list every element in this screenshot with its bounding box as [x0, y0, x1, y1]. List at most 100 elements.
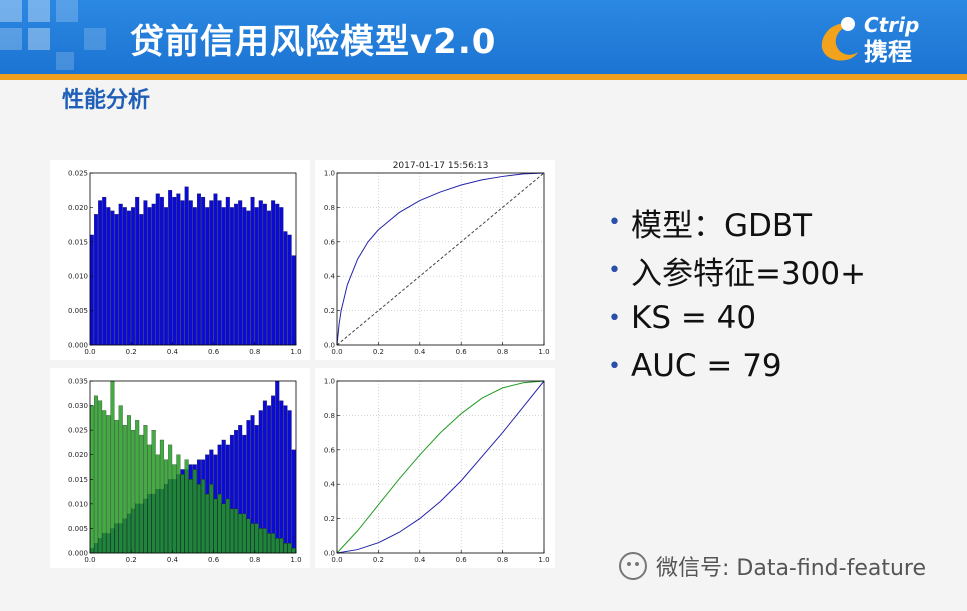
- histogram-bar: [143, 200, 148, 346]
- histogram-bar: [151, 430, 156, 554]
- histogram-bar: [139, 434, 144, 554]
- histogram-bar: [159, 439, 164, 554]
- logo-brand: Ctrip: [864, 13, 919, 37]
- histogram-bar: [139, 214, 144, 346]
- histogram-bar: [176, 193, 181, 346]
- curve-line: [336, 380, 545, 554]
- histogram-bar: [114, 214, 119, 346]
- histogram-bar: [234, 508, 239, 554]
- bullet-dot-icon: •: [608, 257, 621, 283]
- x-tick-label: 0.6: [456, 556, 468, 564]
- histogram-bar: [192, 207, 197, 346]
- diagonal-reference-line: [336, 172, 545, 346]
- histogram-bar: [238, 200, 243, 346]
- histogram-bar: [102, 410, 107, 554]
- histogram-bar: [229, 508, 234, 554]
- x-tick-label: 0.0: [331, 348, 342, 356]
- histogram-bar: [271, 395, 276, 554]
- bullet-list: • 模型：GDBT • 入参特征=300+ • KS = 40 • AUC = 79: [608, 198, 866, 390]
- histogram-bar: [98, 200, 103, 346]
- histogram-bar: [234, 203, 239, 346]
- histogram-bar: [221, 207, 226, 346]
- y-tick-label: 0.6: [324, 446, 336, 454]
- histogram-bar: [271, 200, 276, 346]
- histogram-chart-bottom: 0.0 0.2 0.4 0.6 0.8 1.0 0.000 0.005 0.010 0.015 0.…: [50, 368, 310, 568]
- bullet-dot-icon: •: [608, 353, 621, 379]
- histogram-bar: [180, 474, 185, 554]
- bullet-item-features: • 入参特征=300+: [608, 255, 867, 292]
- wechat-icon: [619, 552, 647, 580]
- bullet-dot-icon: •: [608, 305, 621, 331]
- histogram-bar: [279, 207, 284, 346]
- x-tick-label: 1.0: [290, 556, 301, 564]
- histogram-bar: [209, 200, 214, 346]
- histogram-bar: [254, 207, 259, 346]
- curve-line: [336, 172, 545, 346]
- histogram-bar: [242, 513, 247, 554]
- histogram-bar: [122, 425, 127, 554]
- histogram-chart-top: 0.0 0.2 0.4 0.6 0.8 1.0 0.000 0.005 0.010 0.015 0.…: [50, 160, 310, 360]
- section-subtitle: 性能分析: [62, 88, 151, 113]
- histogram-bar: [267, 405, 272, 554]
- x-tick-label: 0.2: [126, 556, 137, 564]
- histogram-bar: [238, 513, 243, 554]
- histogram-bar: [89, 234, 94, 346]
- histogram-bar: [168, 190, 173, 346]
- x-tick-label: 0.4: [414, 348, 426, 356]
- histogram-bar: [275, 538, 280, 554]
- histogram-bar: [279, 538, 284, 554]
- histogram-bar: [250, 196, 255, 346]
- histogram-bar: [291, 547, 296, 554]
- histogram-bar: [205, 493, 210, 554]
- bullet-item-auc: • AUC = 79: [608, 348, 782, 384]
- y-tick-label: 0.025: [68, 170, 88, 178]
- histogram-bar: [159, 196, 164, 346]
- histogram-bar: [262, 528, 267, 554]
- histogram-bar: [246, 210, 251, 346]
- histogram-bar: [98, 400, 103, 554]
- y-tick-label: 0.2: [324, 307, 335, 315]
- histogram-bar: [164, 207, 169, 346]
- y-tick-label: 0.020: [68, 204, 88, 212]
- histogram-bar: [283, 543, 288, 554]
- lift-curve-chart: 0.0 0.2 0.4 0.6 0.8 1.0 0.0 0.2 0.4 0.6 0.8 1.0: [315, 368, 555, 568]
- x-tick-label: 0.2: [373, 348, 384, 356]
- histogram-bar: [217, 493, 222, 554]
- x-tick-label: 0.6: [456, 348, 468, 356]
- histogram-bar: [283, 231, 288, 346]
- x-tick-label: 0.2: [126, 348, 137, 356]
- x-tick-label: 0.0: [331, 556, 342, 564]
- histogram-bar: [287, 410, 292, 554]
- histogram-bar: [93, 214, 98, 346]
- y-tick-label: 0.010: [68, 273, 88, 281]
- logo-chinese: 携程: [864, 38, 912, 66]
- roc-curve-chart: 2017-01-17 15:56:13 0.0 0.2 0.4 0.6 0.8 1.0 0.0…: [315, 160, 555, 360]
- bullet-item-model: • 模型：GDBT: [608, 207, 813, 244]
- histogram-bar: [201, 479, 206, 554]
- slide-title: 贷前信用风险模型v2.0: [130, 22, 497, 62]
- histogram-bar: [275, 203, 280, 346]
- histogram-bar: [188, 200, 193, 346]
- y-tick-label: 0.0: [324, 550, 335, 558]
- histogram-bar: [131, 207, 136, 346]
- wechat-watermark: 微信号: Data-find-feature: [618, 550, 926, 582]
- y-tick-label: 0.8: [324, 204, 335, 212]
- histogram-bar: [275, 380, 280, 554]
- histogram-bar: [267, 533, 272, 554]
- histogram-bar: [242, 207, 247, 346]
- x-tick-label: 0.0: [84, 556, 95, 564]
- slide-header: 贷前信用风险模型v2.0 Ctrip 携程: [0, 0, 967, 74]
- histogram-bar: [250, 523, 255, 554]
- plot-frame: [336, 380, 545, 554]
- y-tick-label: 0.6: [324, 238, 336, 246]
- histogram-bar: [168, 444, 173, 554]
- histogram-bar: [246, 518, 251, 554]
- histogram-bar: [143, 425, 148, 554]
- chart-title: 2017-01-17 15:56:13: [393, 161, 489, 171]
- histogram-bar: [155, 193, 160, 346]
- x-tick-label: 0.4: [167, 348, 179, 356]
- histogram-bar: [225, 498, 230, 554]
- histogram-bar: [106, 207, 111, 346]
- histogram-bar: [135, 420, 140, 554]
- histogram-bar: [151, 203, 156, 346]
